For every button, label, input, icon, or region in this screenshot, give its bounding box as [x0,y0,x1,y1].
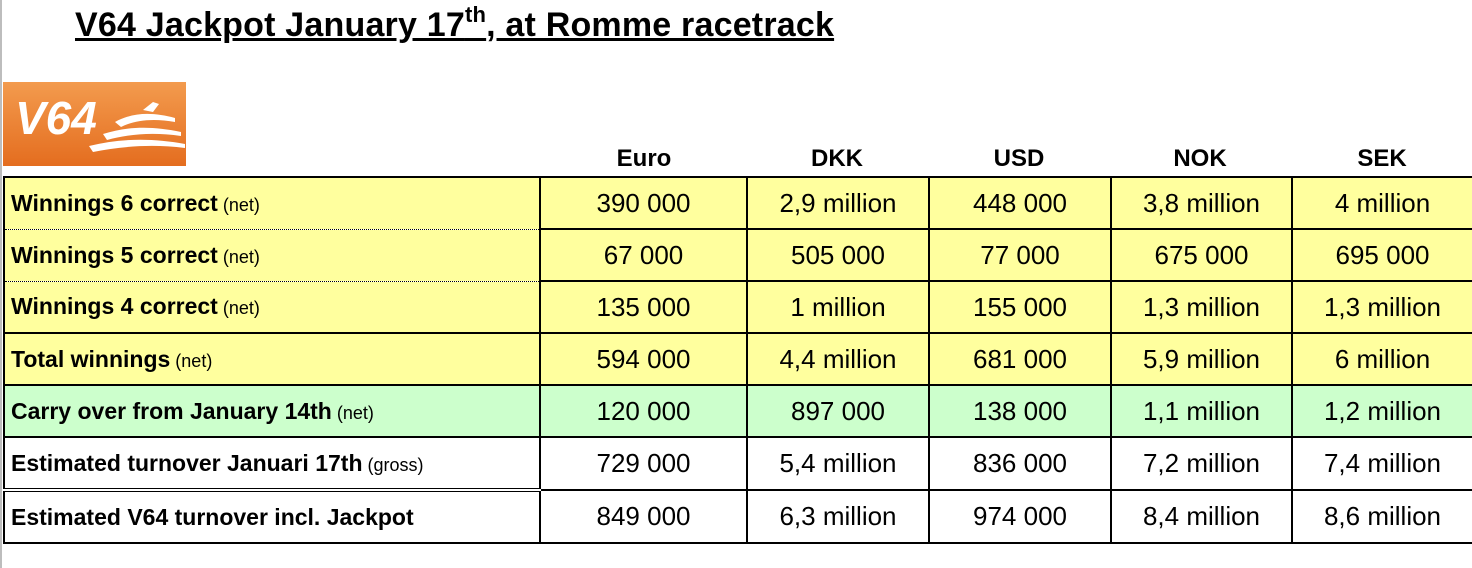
cell-euro: 390 000 [539,176,748,230]
column-header-sek: SEK [1357,145,1407,172]
row-label-note: (net) [217,298,260,319]
table-row: Total winnings (net) 594 000 4,4 million 68… [3,332,1472,386]
cell-dkk: 5,4 million [746,436,930,491]
cell-sek: 6 million [1291,332,1472,386]
cell-sek: 695 000 [1291,228,1472,282]
cell-usd: 155 000 [928,280,1112,334]
cell-dkk: 2,9 million [746,176,930,230]
cell-nok: 1,3 million [1110,280,1293,334]
row-label-text: Winnings 5 correct [11,241,218,268]
table-row: Winnings 4 correct (net) 135 000 1 million… [3,280,1472,334]
row-label: Winnings 6 correct (net) [3,176,541,230]
cell-sek: 1,3 million [1291,280,1472,334]
cell-nok: 5,9 million [1110,332,1293,386]
column-headers: Euro DKK USD NOK SEK [0,143,1472,175]
logo-text: V64 [15,92,97,144]
cell-euro: 594 000 [539,332,748,386]
title-rest: , at Romme racetrack [486,6,835,44]
row-label: Estimated V64 turnover incl. Jackpot [3,488,541,544]
row-label-text: Total winnings [11,345,171,372]
page-title: V64 Jackpot January 17th, at Romme racet… [75,3,835,45]
cell-dkk: 6,3 million [746,489,930,544]
table-row: Winnings 5 correct (net) 67 000 505 000 77 … [3,228,1472,282]
row-label: Estimated turnover Januari 17th (gross) [3,436,541,492]
column-header-dkk: DKK [811,145,863,172]
cell-usd: 681 000 [928,332,1112,386]
table-row: Winnings 6 correct (net) 390 000 2,9 milli… [3,176,1472,230]
cell-usd: 77 000 [928,228,1112,282]
cell-sek: 7,4 million [1291,436,1472,491]
row-label-text: Winnings 6 correct [11,189,218,216]
row-label-text: Estimated turnover Januari 17th [11,449,363,476]
jackpot-table: Winnings 6 correct (net) 390 000 2,9 milli… [3,176,1472,544]
title-prefix: V64 Jackpot January 17 [75,6,465,44]
row-label-note: (net) [217,246,260,267]
title-superscript: th [464,1,487,27]
cell-nok: 1,1 million [1110,384,1293,438]
cell-nok: 7,2 million [1110,436,1293,491]
cell-nok: 3,8 million [1110,176,1293,230]
column-header-nok: NOK [1173,145,1227,172]
cell-sek: 8,6 million [1291,489,1472,544]
table-row: Estimated V64 turnover incl. Jackpot 849 … [3,488,1472,544]
cell-nok: 8,4 million [1110,489,1293,544]
cell-dkk: 1 million [746,280,930,334]
cell-usd: 836 000 [928,436,1112,491]
row-label-note: (net) [217,194,260,215]
cell-nok: 675 000 [1110,228,1293,282]
row-label-text: Winnings 4 correct [11,293,218,320]
cell-euro: 120 000 [539,384,748,438]
row-label: Total winnings (net) [3,332,541,386]
cell-usd: 974 000 [928,489,1112,544]
row-label-text: Estimated V64 turnover incl. Jackpot [11,503,414,530]
row-label: Winnings 5 correct (net) [3,228,541,282]
cell-dkk: 897 000 [746,384,930,438]
table-row: Carry over from January 14th (net) 120 00… [3,384,1472,438]
cell-euro: 729 000 [539,436,748,491]
row-label-note: (gross) [362,454,424,475]
row-label: Winnings 4 correct (net) [3,280,541,334]
row-label: Carry over from January 14th (net) [3,384,541,438]
cell-usd: 138 000 [928,384,1112,438]
cell-dkk: 4,4 million [746,332,930,386]
cell-usd: 448 000 [928,176,1112,230]
cell-sek: 1,2 million [1291,384,1472,438]
column-header-euro: Euro [616,145,672,172]
cell-euro: 135 000 [539,280,748,334]
column-header-usd: USD [993,145,1045,172]
row-label-text: Carry over from January 14th [11,397,332,424]
horse-trotting-icon [89,102,185,152]
cell-euro: 67 000 [539,228,748,282]
cell-sek: 4 million [1291,176,1472,230]
row-label-note: (net) [331,402,374,423]
table-row: Estimated turnover Januari 17th (gross) 7… [3,436,1472,492]
v64-logo: V64 [3,82,186,166]
cell-dkk: 505 000 [746,228,930,282]
page-left-edge [0,0,2,568]
row-label-note: (net) [170,350,213,371]
cell-euro: 849 000 [539,489,748,544]
